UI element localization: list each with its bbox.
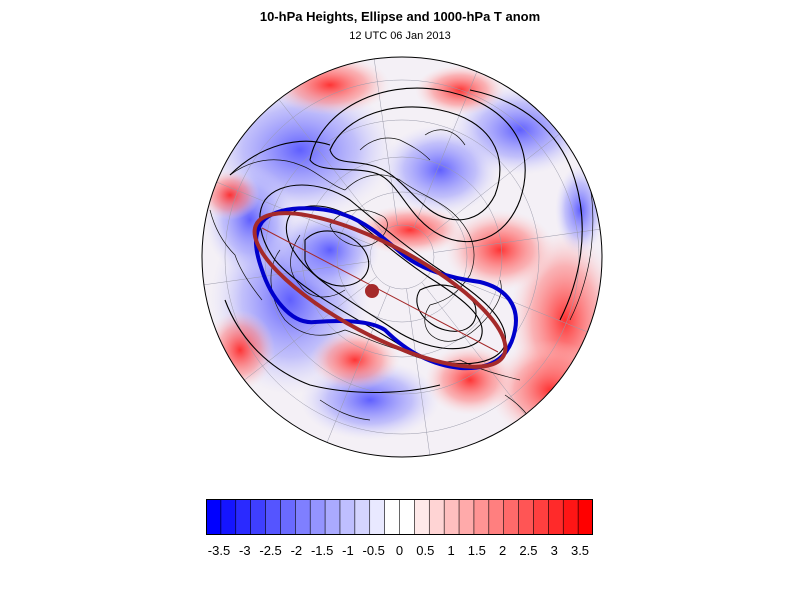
colorbar-swatch <box>235 499 252 535</box>
meridian-line <box>406 288 431 456</box>
colorbar-frame <box>206 499 593 535</box>
map-title: 10-hPa Heights, Ellipse and 1000-hPa T a… <box>259 9 541 24</box>
colorbar-tick-label: 3 <box>550 543 558 558</box>
meridian-line <box>373 58 398 226</box>
colorbar-swatch <box>280 499 296 535</box>
colorbar-swatch <box>503 499 520 535</box>
colorbar-swatch <box>384 499 401 535</box>
colorbar-swatch <box>295 499 311 535</box>
meridian-line <box>427 133 560 238</box>
colorbar-swatch <box>369 499 386 535</box>
meridian-line <box>244 276 377 381</box>
colorbar-swatch <box>399 499 415 535</box>
colorbar-tick-label: -3.5 <box>207 543 231 558</box>
meridian-line <box>278 99 383 232</box>
meridian-line <box>413 71 478 228</box>
map-subtitle: 12 UTC 06 Jan 2013 <box>349 30 451 42</box>
colorbar-swatch <box>324 499 341 535</box>
colorbar-swatch <box>488 499 505 535</box>
colorbar-swatch <box>562 499 579 535</box>
ellipse-major-axis <box>261 227 499 353</box>
colorbar-tick-label: -3 <box>239 543 251 558</box>
colorbar-swatch <box>473 499 490 535</box>
colorbar-swatch <box>414 499 430 535</box>
colorbar-tick-label: 2 <box>499 543 507 558</box>
colorbar-swatch <box>206 499 222 535</box>
colorbar-tick-label: -1.5 <box>310 543 334 558</box>
colorbar-swatch <box>265 499 282 535</box>
colorbar-swatch <box>354 499 371 535</box>
colorbar-swatch <box>443 499 460 535</box>
colorbar-swatch <box>458 499 475 535</box>
ellipse-center-marker <box>365 284 379 298</box>
meridian-line <box>203 261 371 286</box>
colorbar-tick-label: 0 <box>395 543 404 558</box>
colorbar-tick-label: 3.5 <box>570 543 590 558</box>
colorbar-tick-label: -2 <box>290 543 303 558</box>
meridian-line <box>326 286 391 443</box>
colorbar-swatch <box>309 499 326 535</box>
colorbar-swatch <box>220 499 237 535</box>
colorbar-swatch <box>428 499 445 535</box>
globe-border <box>201 56 603 458</box>
colorbar <box>206 499 593 535</box>
colorbar-swatch <box>339 499 356 535</box>
vortex-ellipse <box>252 211 508 369</box>
colorbar-tick-labels: -3.5 -3 -2.5 -2 -1.5 -1 -0.5 0 0.5 1 1.5 2 2.5 3 3.5 <box>0 543 800 563</box>
colorbar-tick-label: 1 <box>447 543 455 558</box>
colorbar-swatch <box>533 499 549 535</box>
colorbar-swatch <box>577 499 593 535</box>
colorbar-tick-label: -2.5 <box>259 543 282 558</box>
colorbar-swatch <box>250 499 267 535</box>
meridian-line <box>421 282 526 415</box>
colorbar-tick-label: -0.5 <box>362 543 385 558</box>
colorbar-tick-label: 2.5 <box>519 543 538 558</box>
colorbar-tick-label: -1 <box>342 543 354 558</box>
colorbar-swatch <box>518 499 535 535</box>
colorbar-tick-label: 0.5 <box>416 543 435 558</box>
colorbar-tick-label: 1.5 <box>467 543 486 558</box>
meridian-line <box>433 228 601 253</box>
colorbar-swatch <box>548 499 564 535</box>
